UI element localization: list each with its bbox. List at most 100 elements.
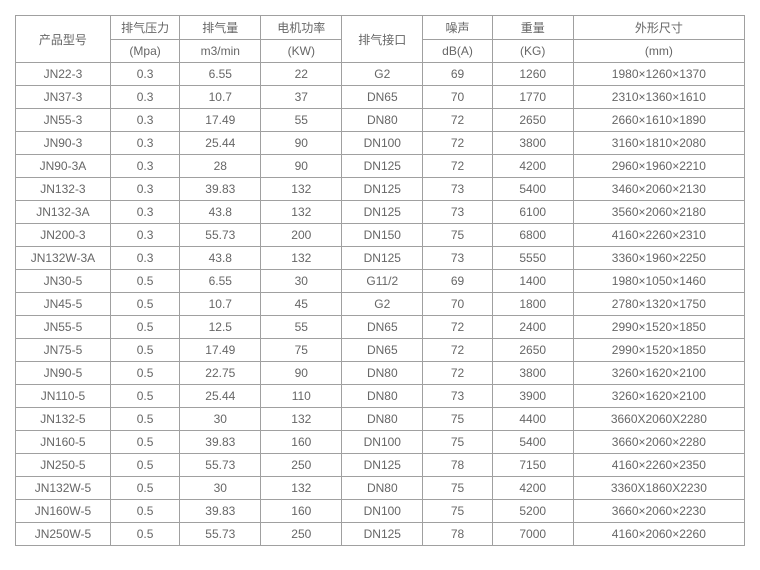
spec-table: 产品型号 排气压力 排气量 电机功率 排气接口 噪声 重量 外形尺寸 (Mpa)… (15, 15, 745, 546)
table-cell: 55.73 (180, 454, 261, 477)
table-cell: 0.5 (110, 316, 179, 339)
table-cell: 78 (423, 454, 492, 477)
table-cell: DN125 (342, 178, 423, 201)
table-cell: 3160×1810×2080 (573, 132, 744, 155)
table-cell: 5400 (492, 178, 573, 201)
table-cell: 55.73 (180, 224, 261, 247)
table-cell: 3800 (492, 362, 573, 385)
header-displacement-unit: m3/min (180, 40, 261, 63)
table-cell: JN160W-5 (16, 500, 111, 523)
table-cell: 73 (423, 178, 492, 201)
table-cell: 3660X2060X2280 (573, 408, 744, 431)
table-cell: 17.49 (180, 109, 261, 132)
table-cell: 0.5 (110, 385, 179, 408)
table-cell: 72 (423, 109, 492, 132)
table-cell: DN80 (342, 477, 423, 500)
table-cell: DN150 (342, 224, 423, 247)
table-cell: 3660×2060×2230 (573, 500, 744, 523)
table-cell: 39.83 (180, 431, 261, 454)
table-cell: 75 (423, 224, 492, 247)
table-cell: 25.44 (180, 385, 261, 408)
table-cell: 3260×1620×2100 (573, 385, 744, 408)
table-cell: 4400 (492, 408, 573, 431)
header-power-unit: (KW) (261, 40, 342, 63)
table-cell: 0.5 (110, 339, 179, 362)
table-cell: 0.3 (110, 224, 179, 247)
table-cell: 132 (261, 247, 342, 270)
table-cell: 0.5 (110, 477, 179, 500)
table-cell: 0.5 (110, 454, 179, 477)
table-cell: 4160×2260×2310 (573, 224, 744, 247)
table-cell: 160 (261, 500, 342, 523)
table-cell: G2 (342, 293, 423, 316)
table-cell: JN200-3 (16, 224, 111, 247)
table-row: JN132W-50.530132DN807542003360X1860X2230 (16, 477, 745, 500)
header-dimensions-unit: (mm) (573, 40, 744, 63)
table-cell: 2960×1960×2210 (573, 155, 744, 178)
table-cell: DN100 (342, 132, 423, 155)
table-cell: 5550 (492, 247, 573, 270)
table-cell: 72 (423, 316, 492, 339)
table-row: JN132-50.530132DN807544003660X2060X2280 (16, 408, 745, 431)
table-row: JN160W-50.539.83160DN1007552003660×2060×… (16, 500, 745, 523)
table-cell: DN100 (342, 431, 423, 454)
table-row: JN45-50.510.745G27018002780×1320×1750 (16, 293, 745, 316)
table-cell: 1260 (492, 63, 573, 86)
table-cell: 2650 (492, 339, 573, 362)
table-cell: 75 (423, 408, 492, 431)
table-cell: 45 (261, 293, 342, 316)
table-cell: 55.73 (180, 523, 261, 546)
table-cell: JN110-5 (16, 385, 111, 408)
table-cell: 5400 (492, 431, 573, 454)
table-cell: 90 (261, 362, 342, 385)
table-cell: JN55-5 (16, 316, 111, 339)
table-cell: 4200 (492, 477, 573, 500)
table-cell: 0.5 (110, 293, 179, 316)
table-cell: DN100 (342, 500, 423, 523)
table-row: JN22-30.36.5522G26912601980×1260×1370 (16, 63, 745, 86)
table-cell: 75 (423, 500, 492, 523)
table-cell: 132 (261, 201, 342, 224)
table-cell: JN132W-5 (16, 477, 111, 500)
header-weight-unit: (KG) (492, 40, 573, 63)
table-cell: 0.3 (110, 86, 179, 109)
header-noise: 噪声 (423, 16, 492, 40)
table-cell: 132 (261, 178, 342, 201)
table-cell: DN125 (342, 247, 423, 270)
table-cell: DN125 (342, 155, 423, 178)
table-cell: 75 (423, 477, 492, 500)
table-cell: 69 (423, 63, 492, 86)
table-cell: 12.5 (180, 316, 261, 339)
table-cell: 0.3 (110, 155, 179, 178)
table-cell: 6800 (492, 224, 573, 247)
table-cell: JN90-3 (16, 132, 111, 155)
table-cell: JN132-3 (16, 178, 111, 201)
table-row: JN132-3A0.343.8132DN1257361003560×2060×2… (16, 201, 745, 224)
table-cell: 3800 (492, 132, 573, 155)
table-cell: 0.5 (110, 270, 179, 293)
table-cell: JN45-5 (16, 293, 111, 316)
table-cell: 39.83 (180, 500, 261, 523)
table-cell: 73 (423, 385, 492, 408)
table-cell: G11/2 (342, 270, 423, 293)
table-cell: JN132W-3A (16, 247, 111, 270)
table-cell: DN125 (342, 523, 423, 546)
table-cell: JN22-3 (16, 63, 111, 86)
header-displacement: 排气量 (180, 16, 261, 40)
table-cell: 6.55 (180, 63, 261, 86)
table-cell: 250 (261, 454, 342, 477)
table-cell: 110 (261, 385, 342, 408)
table-cell: 0.5 (110, 408, 179, 431)
header-dimensions: 外形尺寸 (573, 16, 744, 40)
table-cell: 6100 (492, 201, 573, 224)
header-noise-unit: dB(A) (423, 40, 492, 63)
table-cell: JN132-5 (16, 408, 111, 431)
table-cell: 73 (423, 247, 492, 270)
table-cell: 132 (261, 477, 342, 500)
table-cell: 78 (423, 523, 492, 546)
table-cell: 3660×2060×2280 (573, 431, 744, 454)
header-model: 产品型号 (16, 16, 111, 63)
table-row: JN90-30.325.4490DN1007238003160×1810×208… (16, 132, 745, 155)
table-cell: DN125 (342, 201, 423, 224)
table-cell: 4160×2260×2350 (573, 454, 744, 477)
